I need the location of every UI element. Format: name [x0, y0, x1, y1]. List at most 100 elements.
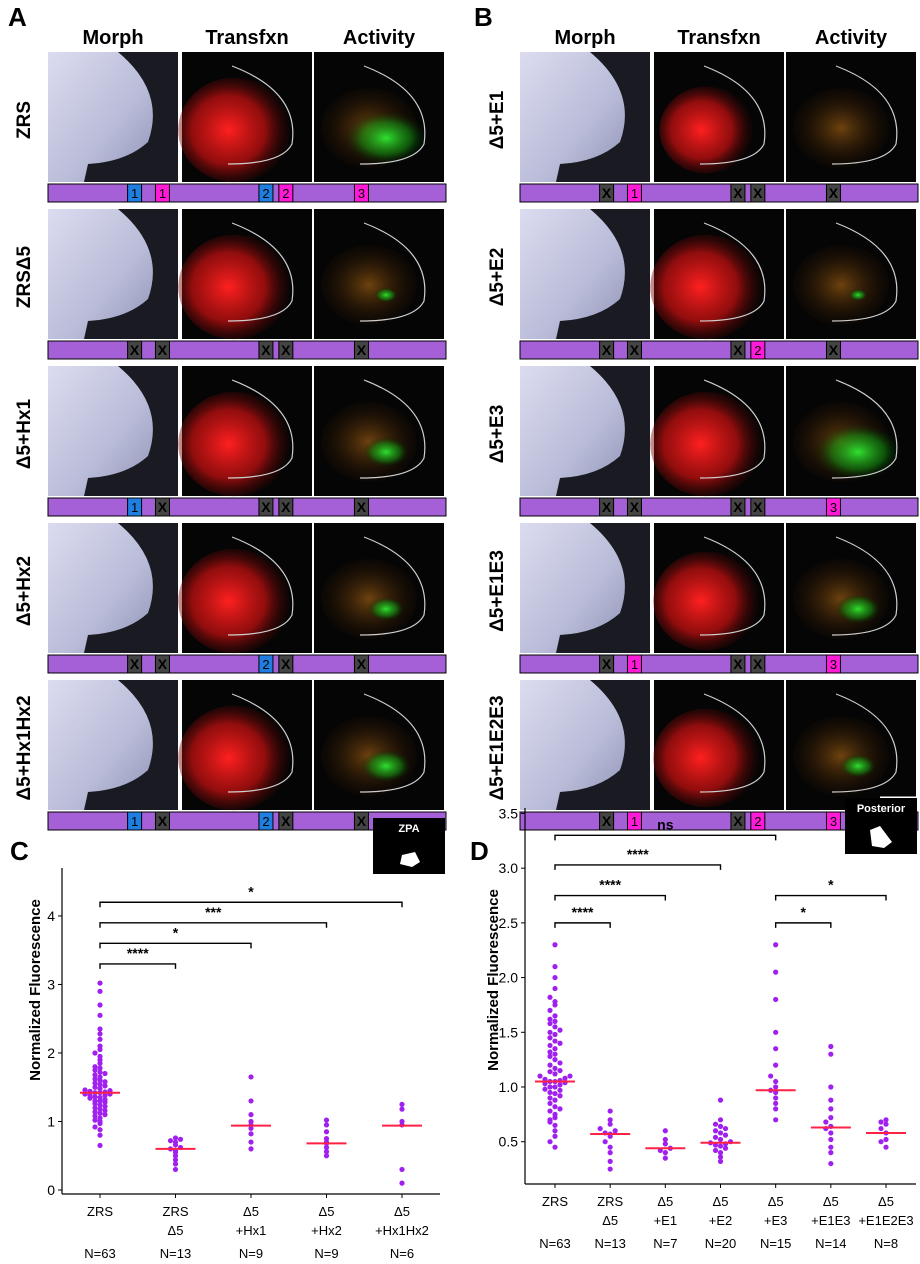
- y-tick-label: 2.0: [499, 970, 519, 986]
- row-label: Δ5+E1E2E3: [487, 695, 508, 800]
- data-point: [92, 1076, 98, 1082]
- data-point: [172, 1166, 179, 1173]
- deleted-element-box: [599, 654, 615, 674]
- data-point: [717, 1143, 724, 1149]
- background-autofluorescence: [793, 245, 889, 325]
- data-point: [828, 1144, 834, 1150]
- data-point: [717, 1158, 724, 1164]
- deleted-element-box: [750, 654, 766, 674]
- data-point: [662, 1155, 668, 1161]
- significance-label: ****: [127, 945, 149, 961]
- element-bar: [519, 183, 919, 203]
- data-point: [97, 1002, 103, 1008]
- element-box: [278, 183, 294, 203]
- data-point: [717, 1130, 724, 1136]
- data-point: [773, 942, 779, 948]
- data-point: [712, 1147, 719, 1154]
- deleted-element-mark: X: [130, 656, 140, 672]
- data-point: [722, 1132, 729, 1138]
- data-point: [97, 1127, 103, 1133]
- red-fluorescence: [653, 551, 759, 651]
- data-point: [547, 1049, 553, 1055]
- significance-label: *: [248, 883, 254, 899]
- data-point: [399, 1166, 405, 1173]
- data-point: [562, 1075, 568, 1081]
- element-box: [750, 811, 766, 831]
- data-point: [87, 1092, 93, 1099]
- data-point: [552, 1133, 558, 1139]
- data-point: [828, 1051, 834, 1057]
- limb-outline: [359, 65, 426, 165]
- element-number: 1: [159, 186, 166, 201]
- data-point: [662, 1141, 668, 1147]
- data-point: [773, 969, 779, 975]
- element-number: 2: [754, 343, 761, 358]
- deleted-element-box: [730, 811, 746, 831]
- data-point: [323, 1144, 330, 1151]
- data-point: [552, 1128, 558, 1134]
- element-box: [154, 183, 170, 203]
- data-point: [547, 1007, 553, 1014]
- x-tick-sublabel: +E1: [654, 1213, 678, 1228]
- significance-label: ****: [627, 846, 649, 862]
- data-point: [557, 1040, 563, 1046]
- limb-outline: [831, 693, 898, 793]
- limb-outline: [831, 65, 898, 165]
- significance-label: ****: [599, 877, 621, 893]
- deleted-element-mark: X: [602, 656, 612, 672]
- deleted-element-box: [154, 340, 170, 360]
- row-label: Δ5+E3: [487, 405, 508, 464]
- sample-size-label: N=15: [760, 1236, 791, 1251]
- element-number: 2: [262, 657, 269, 672]
- data-point: [828, 1043, 834, 1050]
- data-point: [92, 1105, 98, 1111]
- data-point: [547, 1029, 553, 1035]
- red-fluorescence: [650, 234, 762, 340]
- deleted-element-box: [278, 654, 294, 674]
- data-point: [97, 1074, 103, 1080]
- data-point: [773, 1046, 779, 1052]
- limb-outline: [359, 536, 426, 636]
- data-point: [97, 988, 103, 994]
- data-point: [97, 1142, 103, 1149]
- limb-bud-shape: [48, 523, 153, 653]
- significance-label: ns: [657, 816, 674, 832]
- element-box: [825, 811, 841, 831]
- data-point: [717, 1150, 724, 1156]
- deleted-element-mark: X: [630, 499, 640, 515]
- data-point: [97, 1086, 103, 1092]
- zpa-inset-label: ZPA: [398, 823, 419, 835]
- red-fluorescence: [653, 708, 759, 808]
- data-point: [92, 1080, 98, 1086]
- data-point: [92, 1113, 98, 1119]
- data-point: [607, 1108, 613, 1114]
- element-box: [825, 654, 841, 674]
- green-activity-signal: [839, 754, 877, 778]
- posterior-inset-label: Posterior: [857, 803, 906, 815]
- deleted-element-box: [730, 340, 746, 360]
- data-point: [552, 1038, 558, 1044]
- data-point: [248, 1131, 254, 1137]
- y-tick-label: 2.5: [499, 915, 519, 931]
- data-point: [97, 1053, 103, 1060]
- data-point: [323, 1122, 330, 1128]
- data-point: [878, 1119, 884, 1125]
- data-point: [552, 1144, 558, 1150]
- data-point: [662, 1136, 668, 1143]
- data-point: [557, 1087, 563, 1093]
- data-point: [717, 1154, 724, 1160]
- data-point: [97, 1031, 103, 1037]
- deleted-element-mark: X: [357, 499, 367, 515]
- deleted-element-box: [154, 811, 170, 831]
- limb-outline: [227, 693, 294, 793]
- image-row: Δ5+E2X X X 2 X: [487, 209, 919, 360]
- data-point: [607, 1150, 613, 1156]
- data-point: [248, 1139, 254, 1145]
- x-tick-sublabel: +Hx1: [236, 1223, 267, 1238]
- data-point: [552, 999, 558, 1005]
- x-tick-label: Δ5: [768, 1194, 784, 1209]
- deleted-element-box: [626, 340, 642, 360]
- limb-bud-shape: [48, 680, 153, 810]
- deleted-element-box: [750, 183, 766, 203]
- y-tick-label: 1.0: [499, 1079, 519, 1095]
